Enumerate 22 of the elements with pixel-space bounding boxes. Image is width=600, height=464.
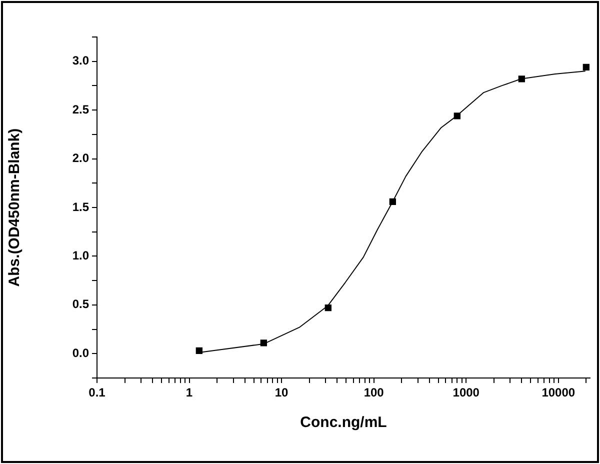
y-tick-label: 0.0 — [72, 346, 90, 360]
x-axis-title: Conc.ng/mL — [300, 414, 387, 432]
x-tick-label: 0.1 — [88, 386, 106, 400]
point — [582, 64, 590, 71]
y-tick-label: 0.5 — [72, 297, 90, 312]
y-axis-title: Abs.(OD450nm-Blank) — [6, 128, 24, 287]
y-tick-label: 3.0 — [72, 54, 90, 68]
point — [196, 347, 202, 354]
y-tick-label: 1.5 — [72, 200, 90, 214]
point — [324, 304, 332, 312]
point — [260, 340, 268, 346]
x-tick-label: 1000 — [452, 386, 480, 400]
y-tick-label: 1.0 — [72, 248, 90, 263]
point — [389, 198, 396, 205]
x-tick-label: 1 — [186, 386, 193, 400]
y-tick-label: 2.5 — [72, 102, 90, 116]
x-tick-label: 10000 — [542, 386, 576, 400]
y-tick-label: 2.0 — [72, 151, 90, 166]
x-tick-label: 10 — [274, 386, 289, 400]
point — [518, 76, 526, 82]
point — [454, 112, 461, 120]
x-tick-label: 100 — [364, 386, 384, 400]
